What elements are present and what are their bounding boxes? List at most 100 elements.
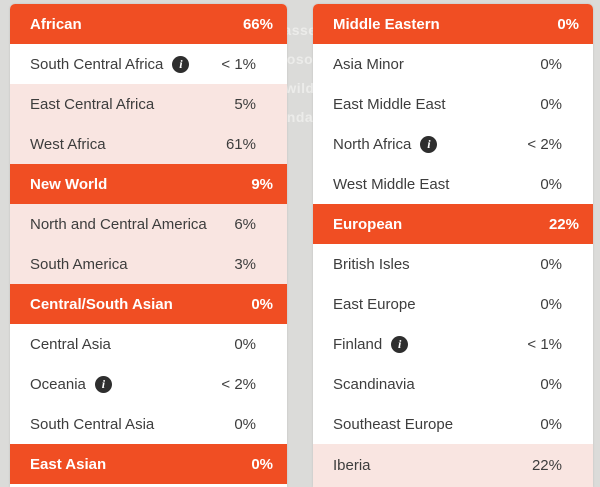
- row-label-group: North Africa i: [333, 135, 438, 153]
- row-label-group: West Middle East: [333, 176, 449, 193]
- category-label: Middle Eastern: [333, 15, 440, 33]
- region-row[interactable]: Asia Minor 0%: [313, 44, 593, 84]
- region-value: 0%: [540, 175, 562, 193]
- category-header-row[interactable]: African 66%: [10, 4, 287, 44]
- region-row[interactable]: British Isles 0%: [313, 244, 593, 284]
- category-header-row[interactable]: Middle Eastern 0%: [313, 4, 593, 44]
- background-text-fragment: asse: [283, 22, 317, 38]
- row-label-group: Middle Eastern: [333, 16, 440, 33]
- row-label-group: South Central Asia: [30, 416, 154, 433]
- row-label-group: British Isles: [333, 256, 410, 273]
- row-label-group: Finland i: [333, 335, 409, 353]
- region-label: Iberia: [333, 457, 371, 474]
- region-row[interactable]: Oceania i < 2%: [10, 364, 287, 404]
- region-row[interactable]: Central Asia 0%: [10, 324, 287, 364]
- region-value: 0%: [540, 415, 562, 433]
- region-label: British Isles: [333, 255, 410, 273]
- region-value: 0%: [540, 255, 562, 273]
- region-value: 0%: [234, 335, 256, 353]
- region-value: < 1%: [221, 55, 256, 73]
- region-row[interactable]: Southeast Europe 0%: [313, 404, 593, 444]
- category-header-row[interactable]: European 22%: [313, 204, 593, 244]
- row-label-group: South Central Africa i: [30, 55, 190, 73]
- info-icon[interactable]: i: [420, 135, 438, 153]
- region-value: < 2%: [221, 375, 256, 393]
- region-row[interactable]: East Middle East 0%: [313, 84, 593, 124]
- region-value: 0%: [540, 95, 562, 113]
- info-icon[interactable]: i: [94, 375, 112, 393]
- region-label: East Central Africa: [30, 95, 155, 113]
- info-icon[interactable]: i: [172, 55, 190, 73]
- row-label-group: North and Central America: [30, 216, 207, 233]
- region-label: East Europe: [333, 295, 416, 313]
- region-label: Southeast Europe: [333, 415, 454, 433]
- region-label: South Central Asia: [30, 415, 155, 433]
- row-label-group: Asia Minor: [333, 56, 404, 73]
- region-value: 3%: [234, 255, 256, 273]
- background-text-fragment: oso: [286, 51, 314, 67]
- background-text-fragment: nda: [286, 109, 314, 125]
- info-icon[interactable]: i: [391, 335, 409, 353]
- region-label: Finland: [333, 335, 383, 353]
- row-label-group: Scandinavia: [333, 376, 415, 393]
- region-label: Central Asia: [30, 335, 111, 353]
- row-label-group: South America: [30, 256, 128, 273]
- row-label-group: Iberia: [333, 457, 371, 474]
- region-row[interactable]: South Central Africa i < 1%: [10, 44, 287, 84]
- row-label-group: East Europe: [333, 296, 416, 313]
- region-row[interactable]: Iberia 22%: [313, 444, 593, 487]
- region-value: 22%: [531, 457, 562, 474]
- region-row[interactable]: West Africa 61%: [10, 124, 287, 164]
- region-label: South Central Africa: [30, 55, 164, 73]
- region-row[interactable]: East Central Africa 5%: [10, 84, 287, 124]
- region-label: North and Central America: [30, 215, 207, 233]
- row-label-group: Southeast Europe: [333, 416, 453, 433]
- region-label: Asia Minor: [333, 55, 404, 73]
- category-header-row[interactable]: New World 9%: [10, 164, 287, 204]
- category-value: 0%: [251, 455, 273, 473]
- category-value: 22%: [548, 215, 579, 233]
- region-row[interactable]: North and Central America 6%: [10, 204, 287, 244]
- region-value: 5%: [234, 95, 256, 113]
- category-label: European: [333, 215, 403, 233]
- region-value: < 2%: [527, 135, 562, 153]
- region-row[interactable]: East Europe 0%: [313, 284, 593, 324]
- category-value: 9%: [251, 175, 273, 193]
- region-row[interactable]: Finland i < 1%: [313, 324, 593, 364]
- region-value: 0%: [540, 375, 562, 393]
- row-label-group: East Central Africa: [30, 96, 154, 113]
- region-row[interactable]: South Central Asia 0%: [10, 404, 287, 444]
- category-header-row[interactable]: Central/South Asian 0%: [10, 284, 287, 324]
- region-label: West Middle East: [333, 175, 450, 193]
- region-value: < 1%: [527, 335, 562, 353]
- row-label-group: East Asian: [30, 456, 106, 473]
- row-label-group: African: [30, 16, 82, 33]
- region-label: South America: [30, 255, 128, 273]
- category-value: 0%: [251, 295, 273, 313]
- category-label: African: [30, 15, 82, 33]
- region-row[interactable]: North Africa i < 2%: [313, 124, 593, 164]
- region-value: 0%: [540, 55, 562, 73]
- breakdown-column-left: African 66% South Central Africa i < 1% East …: [10, 4, 287, 487]
- region-value: 0%: [234, 415, 256, 433]
- region-value: 6%: [234, 215, 256, 233]
- row-label-group: Central Asia: [30, 336, 111, 353]
- row-label-group: New World: [30, 176, 107, 193]
- region-label: North Africa: [333, 135, 412, 153]
- region-row[interactable]: South America 3%: [10, 244, 287, 284]
- breakdown-column-right: Middle Eastern 0% Asia Minor 0% East Middle …: [313, 4, 593, 487]
- row-label-group: European: [333, 216, 402, 233]
- region-label: Oceania: [30, 375, 86, 393]
- region-row[interactable]: Scandinavia 0%: [313, 364, 593, 404]
- row-label-group: Central/South Asian: [30, 296, 173, 313]
- region-row[interactable]: West Middle East 0%: [313, 164, 593, 204]
- background-text-fragment: wild: [285, 80, 315, 96]
- category-header-row[interactable]: East Asian 0%: [10, 444, 287, 484]
- category-label: Central/South Asian: [30, 295, 173, 313]
- region-value: 61%: [225, 135, 256, 153]
- row-label-group: West Africa: [30, 136, 106, 153]
- region-value: 0%: [540, 295, 562, 313]
- category-label: New World: [30, 175, 108, 193]
- region-label: East Middle East: [333, 95, 446, 113]
